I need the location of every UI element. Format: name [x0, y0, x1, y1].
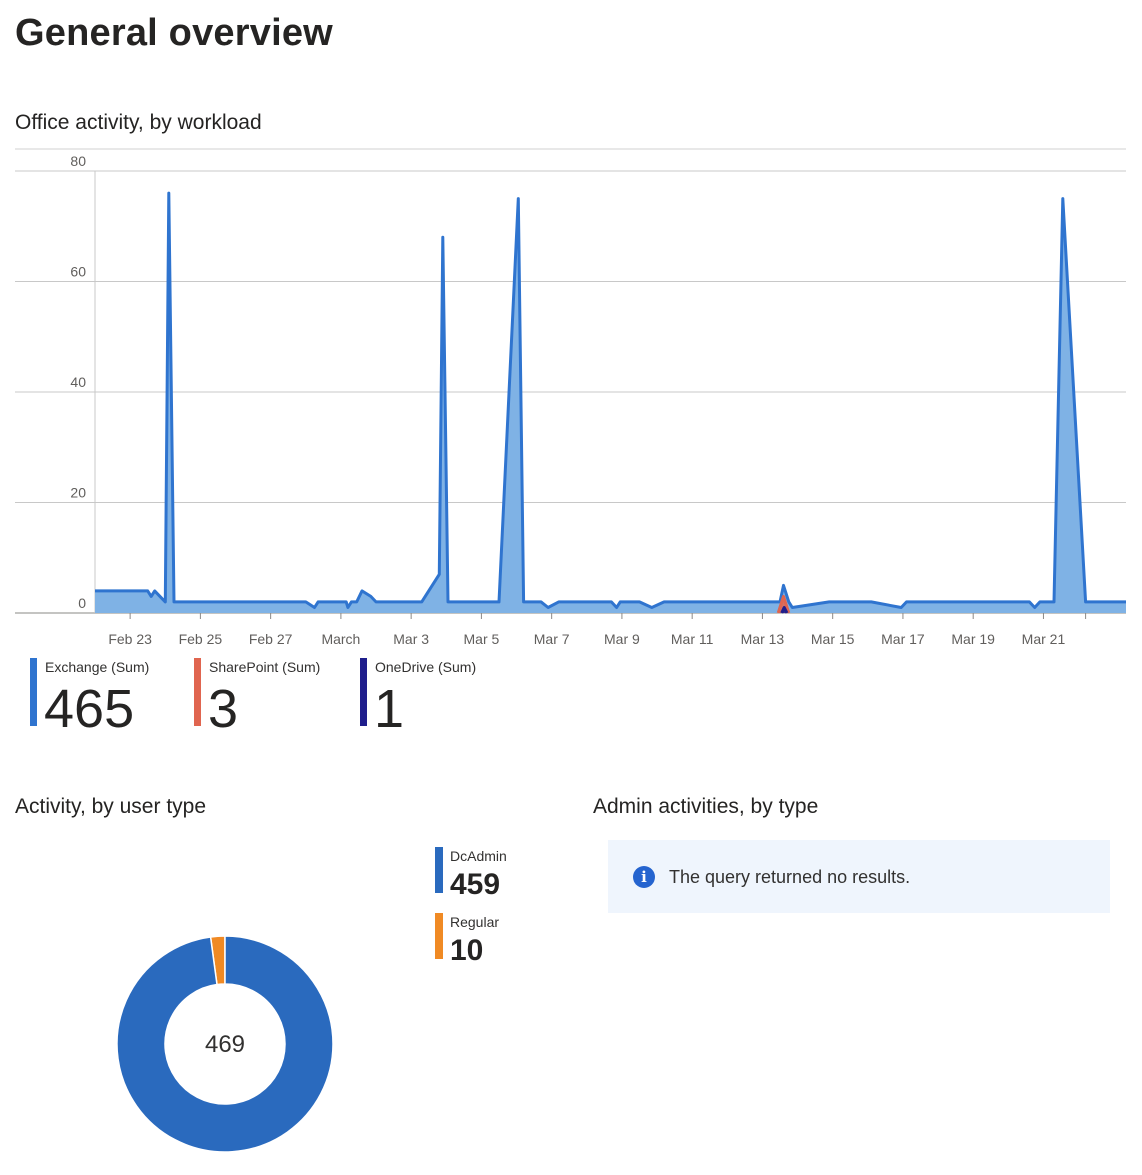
legend-dcadmin-swatch: [435, 847, 443, 893]
legend-onedrive[interactable]: OneDrive (Sum) 1: [360, 658, 510, 736]
x-tick-label: Mar 11: [671, 631, 714, 647]
legend-regular-label: Regular: [450, 914, 500, 930]
legend-regular-value: 10: [450, 934, 484, 967]
series-area-exchange: [95, 193, 1126, 613]
x-tick-label: Mar 21: [1022, 631, 1066, 647]
series-line-sharepoint: [776, 594, 791, 614]
y-tick-label: 40: [70, 374, 86, 390]
x-tick-label: Mar 5: [464, 631, 500, 647]
legend-exchange-value: 465: [44, 679, 135, 739]
user-type-donut-chart[interactable]: 469: [105, 923, 345, 1163]
y-tick-label: 80: [70, 153, 86, 169]
legend-exchange[interactable]: Exchange (Sum) 465: [30, 658, 180, 736]
legend-regular[interactable]: Regular 10: [435, 913, 545, 966]
x-tick-label: Mar 15: [811, 631, 855, 647]
no-results-message-box: i The query returned no results.: [608, 840, 1110, 913]
y-tick-label: 20: [70, 485, 86, 501]
legend-exchange-label: Exchange (Sum): [45, 659, 150, 675]
x-tick-label: Mar 3: [393, 631, 429, 647]
legend-dcadmin-value: 459: [450, 868, 501, 901]
legend-sharepoint-value: 3: [208, 679, 239, 739]
page-title: General overview: [15, 12, 333, 54]
series-line-exchange: [95, 191, 1126, 609]
x-tick-label: Mar 9: [604, 631, 640, 647]
legend-onedrive-value: 1: [374, 679, 405, 739]
legend-sharepoint[interactable]: SharePoint (Sum) 3: [194, 658, 344, 736]
legend-dcadmin-label: DcAdmin: [450, 848, 507, 864]
donut-center-total: 469: [205, 1031, 245, 1058]
donut-slice-dcadmin: [116, 935, 334, 1153]
x-tick-label: March: [321, 631, 360, 647]
legend-onedrive-swatch: [360, 658, 367, 726]
legend-sharepoint-swatch: [194, 658, 201, 726]
legend-dcadmin[interactable]: DcAdmin 459: [435, 847, 545, 900]
legend-sharepoint-label: SharePoint (Sum): [209, 659, 321, 675]
office-activity-chart[interactable]: 0 20 40 60 80 Feb 23 Feb 25 Feb 27 March Mar 3 Mar…: [0, 140, 1142, 655]
user-type-title: Activity, by user type: [15, 795, 207, 818]
legend-exchange-swatch: [30, 658, 37, 726]
legend-regular-swatch: [435, 913, 443, 959]
x-tick-label: Feb 23: [108, 631, 152, 647]
x-tick-label: Mar 17: [881, 631, 925, 647]
legend-onedrive-label: OneDrive (Sum): [375, 659, 477, 675]
x-tick-label: Feb 25: [179, 631, 223, 647]
office-activity-title: Office activity, by workload: [15, 111, 262, 134]
info-icon: i: [633, 866, 655, 888]
y-tick-label: 60: [70, 264, 86, 280]
x-tick-label: Feb 27: [249, 631, 293, 647]
no-results-message: The query returned no results.: [669, 867, 911, 887]
x-tick-label: Mar 13: [741, 631, 785, 647]
series-line-onedrive: [780, 606, 789, 614]
x-tick-label: Mar 7: [534, 631, 570, 647]
x-tick-label: Mar 19: [951, 631, 995, 647]
y-tick-label: 0: [78, 595, 86, 611]
admin-activities-title: Admin activities, by type: [593, 795, 819, 818]
